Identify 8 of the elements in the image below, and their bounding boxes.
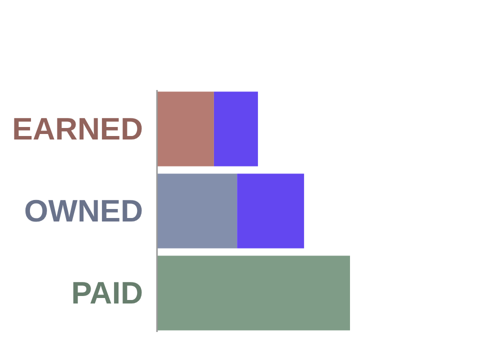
y-tick-label: OWNED bbox=[24, 194, 143, 228]
y-tick-label: EARNED bbox=[12, 111, 143, 146]
bar bbox=[157, 256, 350, 330]
bar bbox=[237, 174, 304, 248]
y-tick-label: PAID bbox=[71, 276, 143, 311]
bar bbox=[157, 92, 214, 166]
bar bbox=[157, 174, 238, 248]
bar bbox=[214, 92, 258, 166]
